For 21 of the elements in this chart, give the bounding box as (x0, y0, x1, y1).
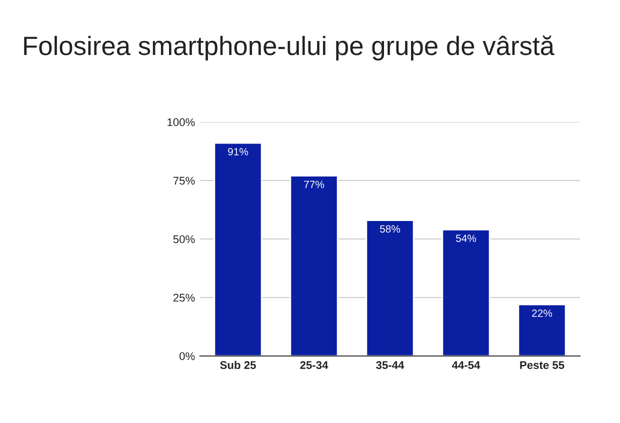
data-label: 22% (532, 309, 552, 317)
bar (442, 228, 490, 356)
bar (214, 142, 262, 356)
data-label: 77% (304, 180, 324, 188)
bar (518, 304, 566, 356)
data-label: 58% (380, 225, 400, 233)
y-tick-label: 50% (173, 235, 195, 244)
data-label: 54% (456, 234, 476, 242)
data-label: 91% (228, 148, 248, 156)
x-tick-label: 25-34 (300, 361, 328, 370)
y-tick-label: 0% (180, 352, 195, 360)
y-tick-label: 100% (168, 118, 195, 126)
x-tick-label: Sub 25 (220, 360, 256, 370)
y-tick-label: 25% (173, 294, 195, 302)
bar (366, 220, 414, 356)
y-tick-label: 75% (173, 176, 195, 185)
bar (290, 175, 338, 356)
chart-title: Folosirea smartphone-ului pe grupe de vârstă (24, 36, 554, 60)
x-tick-label: 44-54 (452, 361, 480, 370)
x-tick-label: Peste 55 (520, 361, 564, 370)
x-tick-label: 35-44 (376, 361, 404, 370)
